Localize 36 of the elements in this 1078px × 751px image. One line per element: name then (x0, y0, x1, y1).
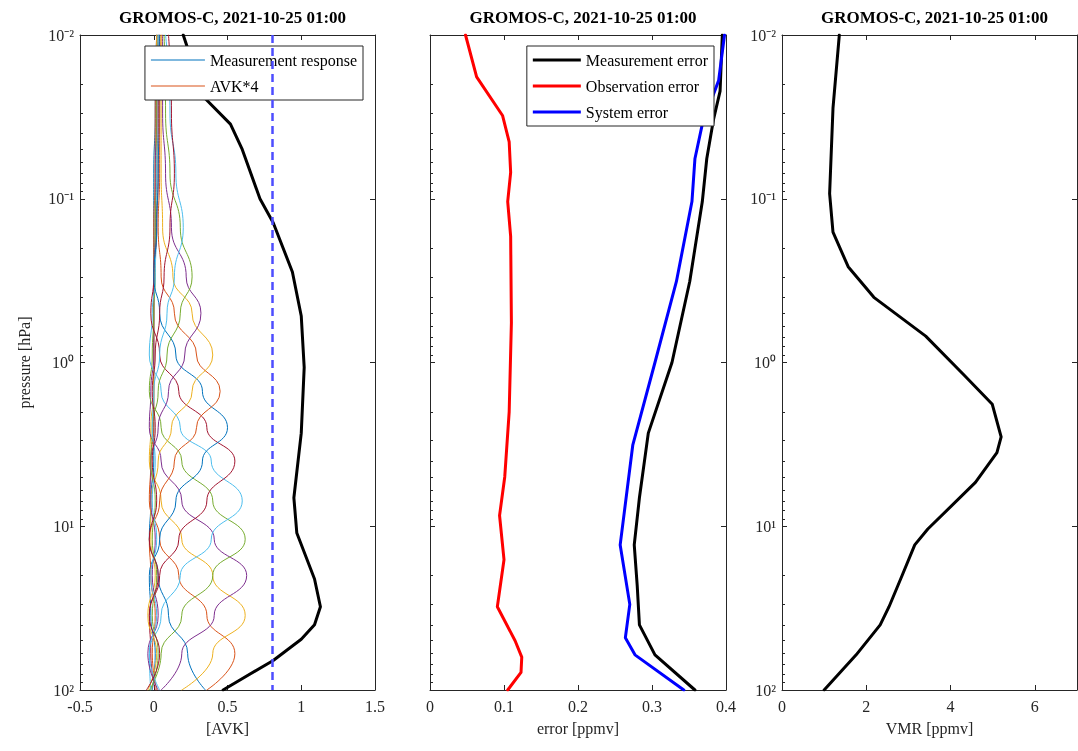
x-tick-label: 0 (778, 697, 786, 715)
x-tick-label: 2 (862, 697, 871, 715)
x-axis-title: VMR [ppmv] (885, 719, 974, 738)
x-tick-label: 0.2 (568, 697, 588, 715)
y-tick-label: 10⁰ (754, 354, 776, 371)
chart-title: GROMOS-C, 2021-10-25 01:00 (469, 8, 697, 27)
x-tick-label: 0 (426, 697, 434, 715)
y-axis-title: pressure [hPa] (15, 316, 34, 409)
y-tick-label: 10⁻² (750, 26, 777, 44)
legend-label: Observation error (585, 77, 700, 95)
x-tick-label: 0.3 (642, 697, 662, 715)
x-tick-label: 6 (1030, 697, 1039, 715)
x-tick-label: 0.4 (716, 697, 736, 715)
x-tick-label: 0 (149, 697, 158, 715)
y-tick-label: 10² (755, 681, 777, 699)
x-tick-label: 4 (946, 697, 955, 715)
y-tick-label: 10⁻¹ (48, 190, 75, 208)
x-tick-label: 0.1 (494, 697, 514, 715)
x-axis-title: error [ppmv] (536, 719, 620, 738)
x-tick-label: 1 (297, 697, 306, 715)
legend-label: Measurement error (585, 51, 709, 69)
chart-title: GROMOS-C, 2021-10-25 01:00 (118, 8, 347, 27)
legend-label: System error (585, 103, 669, 122)
y-tick-label: 10² (53, 681, 75, 699)
x-axis-title: [AVK] (205, 719, 250, 737)
y-tick-label: 10¹ (53, 517, 75, 535)
x-tick-label: 1.5 (365, 697, 385, 715)
y-tick-label: 10⁻² (48, 26, 75, 44)
x-tick-label: -0.5 (67, 697, 93, 715)
legend-label: Measurement response (209, 51, 357, 70)
y-tick-label: 10⁻¹ (750, 190, 777, 208)
y-tick-label: 10⁰ (52, 354, 74, 371)
chart-title: GROMOS-C, 2021-10-25 01:00 (820, 8, 1049, 27)
y-tick-label: 10¹ (755, 517, 777, 535)
x-tick-label: 0.5 (217, 697, 238, 715)
legend-label: AVK*4 (209, 77, 259, 95)
